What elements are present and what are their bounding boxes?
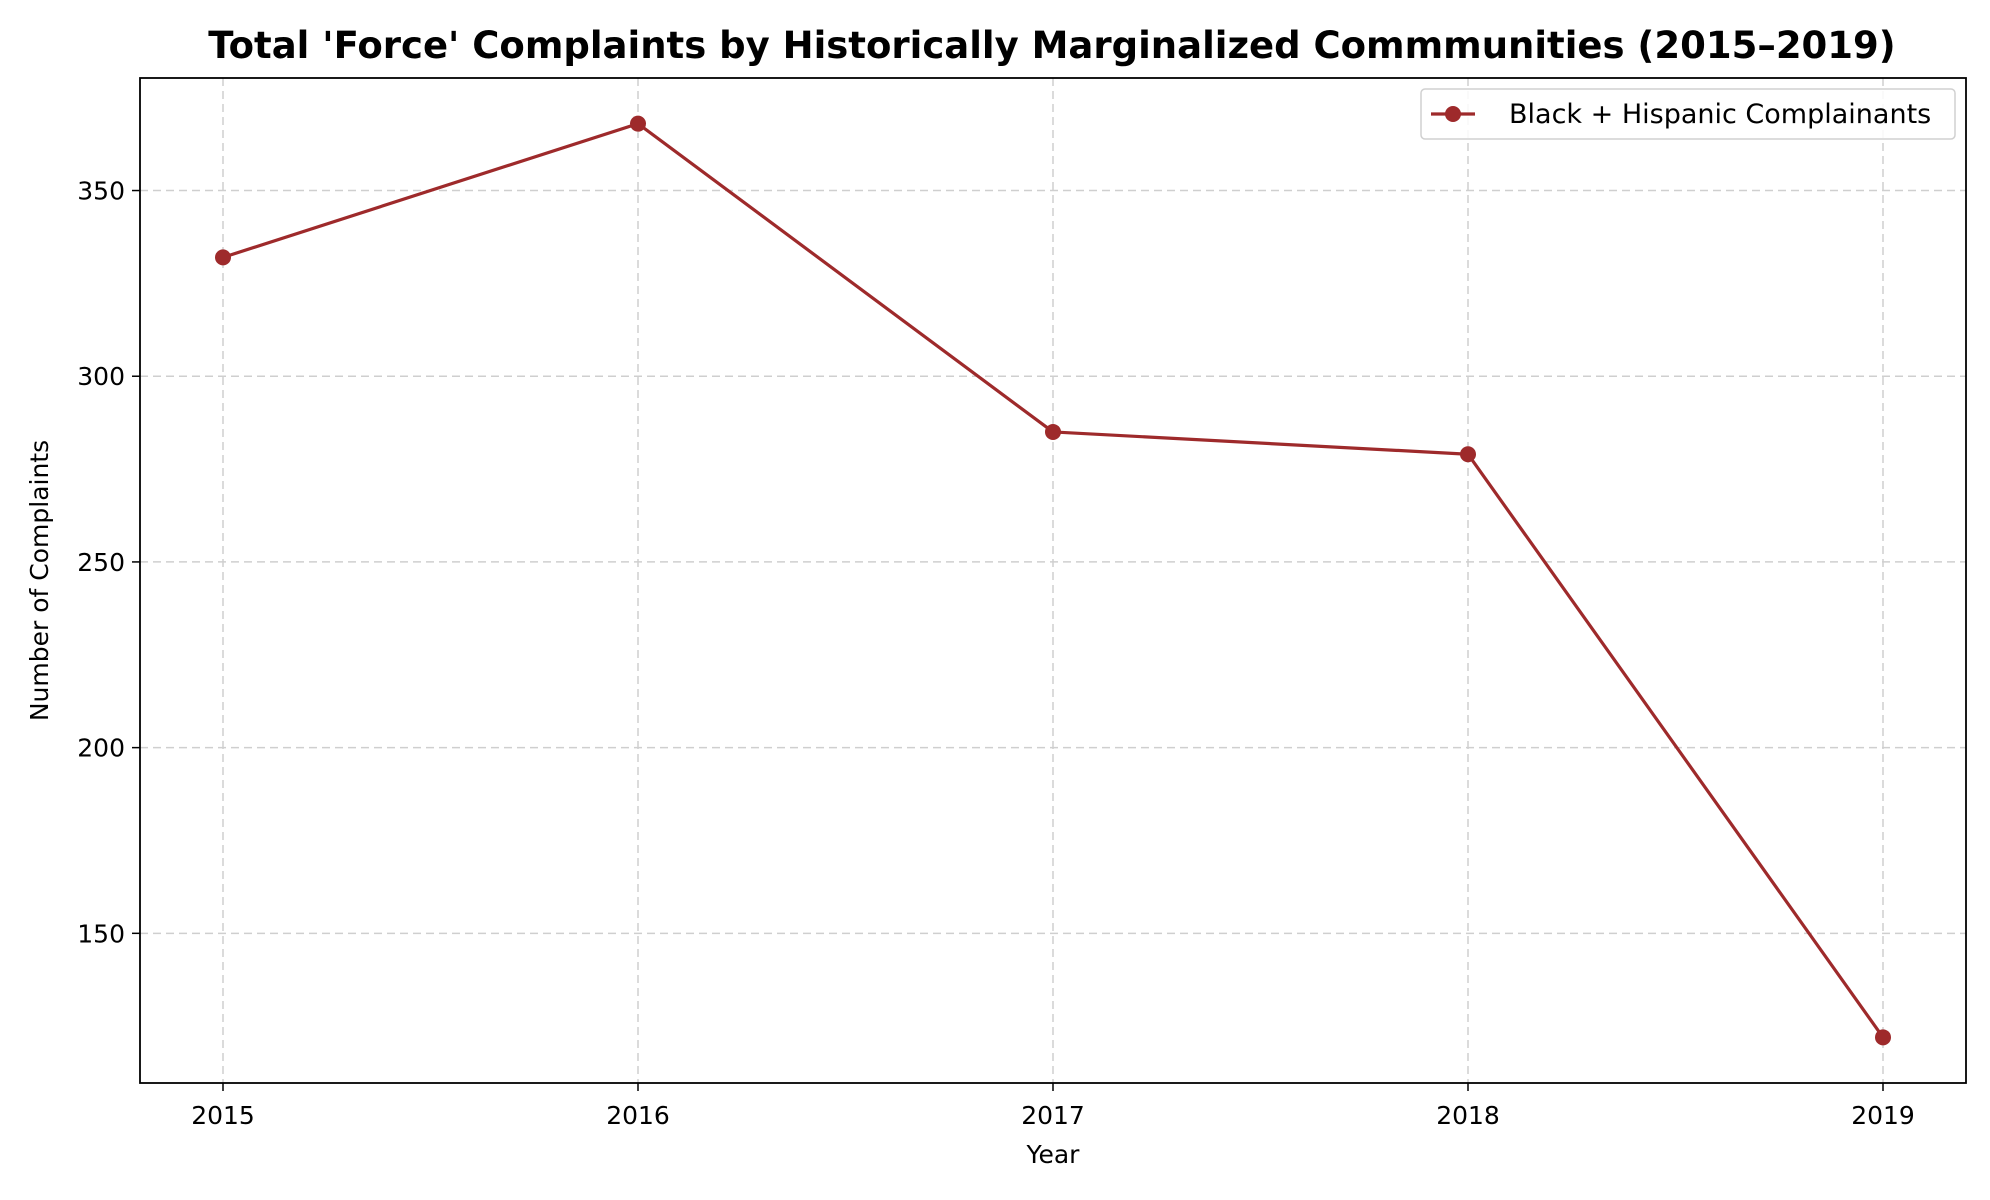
y-tick-label: 200 [77, 734, 125, 763]
plot-frame [139, 77, 1967, 1084]
x-axis-label: Year [1026, 1140, 1081, 1169]
x-tick-label: 2015 [191, 1101, 255, 1130]
chart-title: Total 'Force' Complaints by Historically… [208, 24, 1895, 67]
x-tick-label: 2016 [606, 1101, 670, 1130]
data-point [1045, 423, 1061, 440]
axis-ticks: 2015 2016 2017 2018 2019 150 200 250 300 350 [77, 177, 1915, 1130]
data-point [630, 115, 646, 132]
y-axis-label: Number of Complaints [25, 440, 54, 721]
y-tick-label: 150 [77, 919, 125, 948]
series-layer [215, 115, 1891, 1046]
legend-entry-label: Black + Hispanic Complainants [1509, 99, 1931, 130]
y-tick-label: 250 [77, 548, 125, 577]
x-tick-label: 2018 [1436, 1101, 1500, 1130]
y-tick-label: 300 [77, 362, 125, 391]
x-tick-label: 2019 [1851, 1101, 1915, 1130]
legend-box [1420, 88, 1956, 140]
data-point [1875, 1029, 1891, 1046]
legend: Black + Hispanic Complainants [1420, 88, 1956, 140]
data-point [215, 249, 231, 266]
data-point [1460, 446, 1476, 463]
legend-marker-swatch [1445, 106, 1461, 122]
grid [140, 78, 1966, 1083]
y-tick-label: 350 [77, 177, 125, 206]
x-tick-label: 2017 [1021, 1101, 1085, 1130]
